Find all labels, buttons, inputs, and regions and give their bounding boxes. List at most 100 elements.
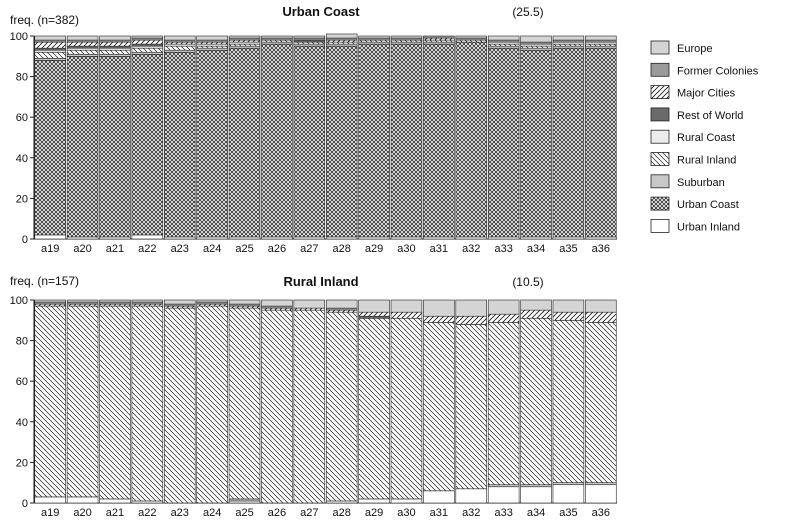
bar-segment-urban-coast <box>34 60 66 236</box>
y-tick-label: 100 <box>10 31 28 43</box>
bar-segment-urban-inland <box>585 236 617 240</box>
bar-segment-major-cities <box>66 41 99 47</box>
bar-segment-rural-inland <box>423 322 455 492</box>
bar-stack-a36 <box>585 299 617 504</box>
x-tick-label: a23 <box>171 243 189 255</box>
bar-stack-a19 <box>34 299 66 504</box>
bar-segment-suburban <box>196 47 228 51</box>
bar-stack-a28 <box>325 299 358 504</box>
bar-stack-a19 <box>34 35 66 240</box>
legend-item-urbancoast: Urban Coast <box>650 196 739 211</box>
bar-segment-suburban <box>228 498 261 502</box>
bar-segment-rural-inland <box>487 43 520 47</box>
bar-stack-a27 <box>293 299 326 504</box>
bar-segment-rural-inland <box>228 307 261 500</box>
bar-segment-urban-coast <box>390 43 423 238</box>
legend-label: Rural Coast <box>677 132 735 144</box>
chart-ylabel: freq. (n=157) <box>10 274 79 288</box>
bar-segment-former-colonies <box>228 37 261 41</box>
bar-segment-urban-inland <box>164 236 196 240</box>
bar-segment-rural-coast <box>228 41 261 45</box>
y-axis: 0 20 40 60 80 100 <box>10 295 617 510</box>
bar-segment-former-colonies <box>358 37 390 41</box>
bar-stack-a30 <box>390 35 423 240</box>
legend-label: Suburban <box>677 177 725 189</box>
bar-segment-urban-inland <box>99 236 131 240</box>
y-tick-label: 60 <box>16 112 28 124</box>
bar-stack-a35 <box>552 35 585 240</box>
bar-segment-urban-inland <box>552 236 585 240</box>
bar-stack-a21 <box>99 299 131 504</box>
x-tick-label: a26 <box>268 507 286 519</box>
chart-title: Urban Coast <box>282 4 360 19</box>
x-tick-label: a24 <box>203 507 221 519</box>
legend-label: Urban Coast <box>677 199 739 211</box>
bar-segment-europe <box>196 299 228 303</box>
x-tick-label: a33 <box>494 243 512 255</box>
bar-segment-major-cities <box>487 313 520 323</box>
bar-segment-suburban <box>261 41 293 45</box>
bar-segment-rural-coast <box>131 45 164 49</box>
legend-label: Major Cities <box>677 88 736 100</box>
legend-swatch <box>650 129 670 144</box>
bars <box>34 33 617 240</box>
bar-segment-major-cities <box>423 315 455 323</box>
bar-segment-europe <box>293 35 326 39</box>
bar-segment-former-colonies <box>164 39 196 43</box>
bar-segment-urban-inland <box>390 498 423 504</box>
bar-segment-rest-of-world <box>293 39 326 43</box>
chart-ylabel: freq. (n=382) <box>10 13 79 27</box>
bar-segment-suburban <box>423 41 455 45</box>
y-tick-label: 20 <box>16 457 28 469</box>
bar-segment-suburban <box>164 49 196 53</box>
y-tick-label: 80 <box>16 72 28 84</box>
bar-segment-rural-inland <box>520 45 552 49</box>
legend-swatch <box>650 152 670 166</box>
bar-segment-rural-inland <box>34 305 66 498</box>
bar-segment-urban-inland <box>487 486 520 504</box>
bar-segment-former-colonies <box>196 301 228 305</box>
bar-stack-a24 <box>196 299 228 504</box>
bar-segment-urban-coast <box>552 47 585 238</box>
x-tick-label: a34 <box>527 507 545 519</box>
bar-segment-former-colonies <box>390 37 423 41</box>
bar-segment-rural-inland <box>261 309 293 504</box>
y-axis: 0 20 40 60 80 100 <box>10 31 617 246</box>
x-tick-label: a25 <box>235 507 253 519</box>
bar-segment-europe <box>164 35 196 41</box>
x-tick-label: a35 <box>559 507 577 519</box>
bar-segment-major-cities <box>423 37 455 41</box>
bar-segment-rest-of-world <box>358 315 390 319</box>
bar-segment-suburban <box>585 45 617 49</box>
x-tick-label: a31 <box>430 243 448 255</box>
bar-segment-suburban <box>99 53 131 57</box>
bar-segment-urban-inland <box>423 236 455 240</box>
bar-segment-suburban <box>520 484 552 488</box>
x-tick-label: a28 <box>333 243 351 255</box>
bar-segment-rural-coast <box>552 41 585 45</box>
bar-stack-a23 <box>164 299 196 504</box>
bar-segment-former-colonies <box>261 37 293 41</box>
bar-segment-europe <box>293 299 326 309</box>
bar-stack-a23 <box>164 35 196 240</box>
bar-segment-rural-inland <box>325 41 358 45</box>
bar-segment-urban-coast <box>423 43 455 238</box>
bar-segment-europe <box>228 299 261 305</box>
y-tick-label: 80 <box>16 336 28 348</box>
legend-swatch <box>650 107 670 122</box>
bar-segment-urban-inland <box>358 236 390 240</box>
y-tick-label: 0 <box>22 234 28 246</box>
bar-segment-rural-coast <box>585 41 617 45</box>
bar-stack-a31 <box>423 35 455 240</box>
bar-segment-major-cities <box>261 307 293 311</box>
bar-segment-europe <box>196 35 228 41</box>
x-tick-label: a21 <box>106 243 124 255</box>
bar-segment-rural-inland <box>164 45 196 51</box>
bar-stack-a31 <box>423 299 455 504</box>
x-tick-label: a30 <box>397 243 415 255</box>
x-tick-label: a27 <box>300 243 318 255</box>
bar-segment-rural-inland <box>455 39 487 43</box>
bar-stack-a35 <box>552 299 585 504</box>
bar-segment-former-colonies <box>34 39 66 43</box>
